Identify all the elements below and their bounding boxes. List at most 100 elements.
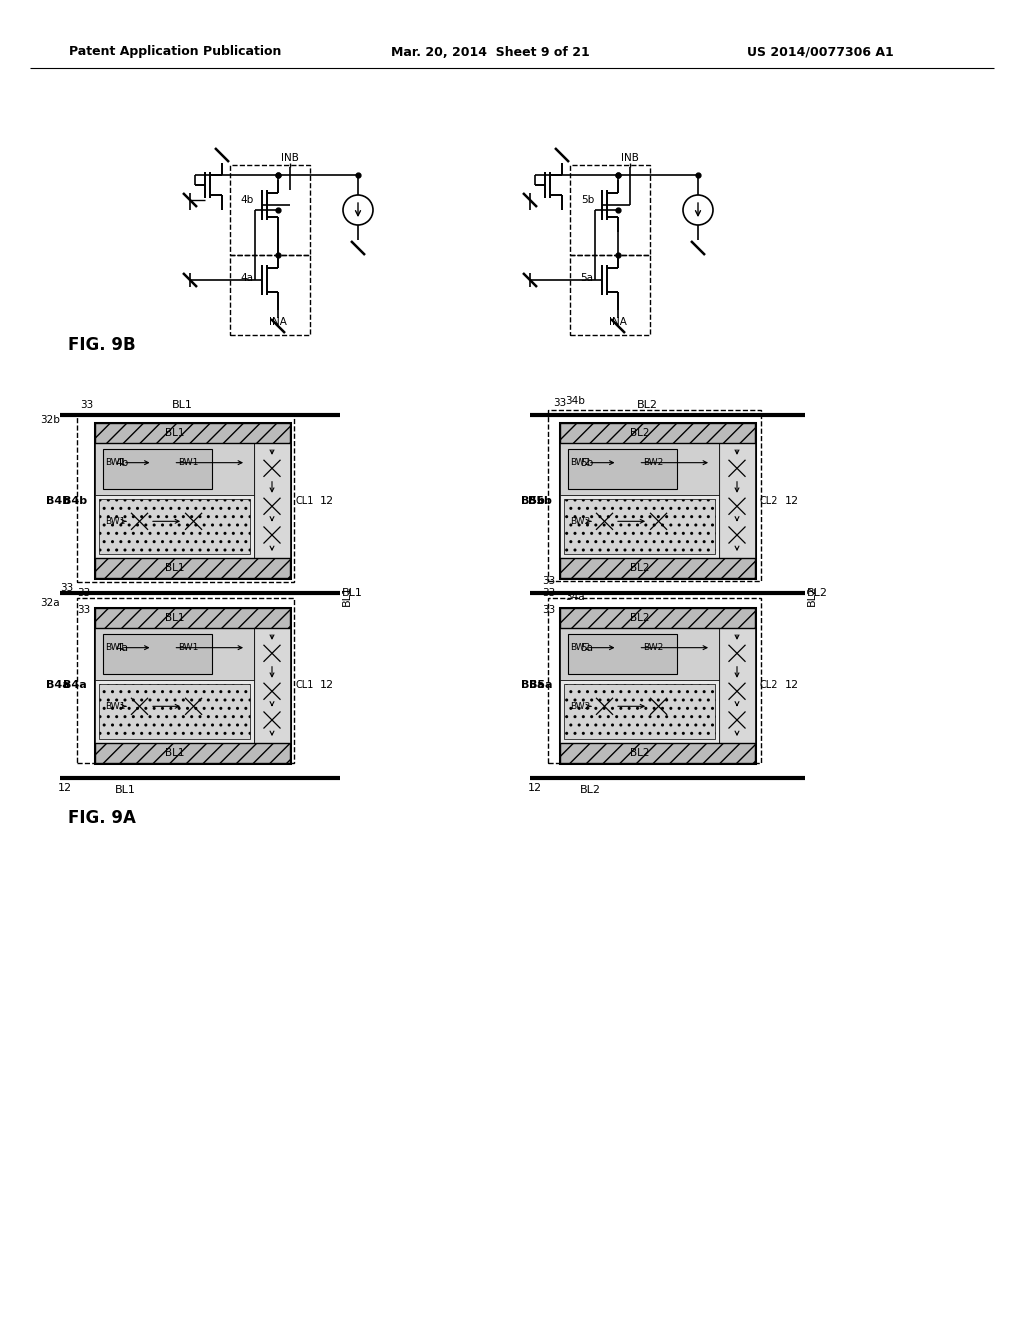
Bar [155, 643, 171, 659]
Text: 33: 33 [59, 583, 73, 593]
Text: CL1: CL1 [295, 495, 313, 506]
Bar [560, 444, 719, 495]
Bar [263, 459, 281, 477]
Bar [99, 684, 250, 739]
Bar [560, 628, 719, 743]
Text: FIG. 9A: FIG. 9A [68, 809, 136, 828]
Bar [155, 457, 171, 474]
Text: 12: 12 [319, 681, 334, 690]
Text: BW1: BW1 [105, 517, 125, 525]
Bar [564, 499, 715, 554]
Text: BW1: BW1 [105, 702, 125, 710]
Bar [719, 628, 755, 743]
Bar [103, 449, 212, 488]
Text: 5a: 5a [580, 643, 593, 653]
Text: BW1: BW1 [105, 458, 125, 467]
Bar [95, 495, 254, 558]
Text: INB: INB [281, 153, 299, 162]
Bar [620, 643, 637, 659]
Bar [548, 411, 761, 581]
Text: B5b: B5b [528, 495, 552, 506]
Text: BL2: BL2 [807, 586, 817, 606]
Bar [728, 644, 745, 661]
Bar [254, 444, 290, 558]
Text: BW1: BW1 [105, 643, 125, 652]
Text: 12: 12 [528, 783, 542, 793]
Text: CL2: CL2 [760, 681, 778, 690]
Text: BL1: BL1 [165, 428, 184, 438]
Text: BW2: BW2 [570, 517, 590, 525]
Bar [719, 444, 755, 558]
Bar [95, 444, 254, 558]
Bar [560, 680, 719, 743]
Bar [185, 512, 202, 529]
Text: BL2: BL2 [580, 785, 600, 795]
Text: 12: 12 [58, 783, 72, 793]
Bar [596, 698, 613, 715]
Text: 33: 33 [80, 400, 93, 411]
Bar [77, 414, 294, 582]
Bar [568, 634, 677, 673]
Bar [263, 682, 281, 700]
Bar [230, 165, 310, 255]
Bar [728, 498, 745, 515]
Text: CL2: CL2 [760, 495, 778, 506]
Text: Mar. 20, 2014  Sheet 9 of 21: Mar. 20, 2014 Sheet 9 of 21 [390, 45, 590, 58]
Text: 12: 12 [785, 495, 799, 506]
Text: BL2: BL2 [630, 748, 649, 758]
Bar [560, 422, 755, 444]
Text: 4b: 4b [241, 195, 254, 205]
Text: B4b: B4b [46, 495, 70, 506]
Text: 12: 12 [785, 681, 799, 690]
Text: 33: 33 [77, 587, 90, 598]
Text: 33: 33 [542, 605, 555, 615]
Text: 34b: 34b [565, 396, 585, 407]
Text: B4a: B4a [46, 681, 70, 690]
Text: 4a: 4a [115, 643, 128, 653]
Bar [650, 698, 667, 715]
Text: INA: INA [269, 317, 287, 327]
Text: BW1: BW1 [178, 643, 198, 652]
Text: BL1: BL1 [342, 586, 352, 606]
Bar [728, 711, 745, 729]
Text: BW2: BW2 [643, 458, 663, 467]
Text: B5a: B5a [521, 681, 545, 690]
Text: BL2: BL2 [807, 587, 828, 598]
Bar [95, 680, 254, 743]
Text: FIG. 9B: FIG. 9B [68, 337, 135, 354]
Bar [95, 444, 254, 495]
Bar [263, 711, 281, 729]
Bar [263, 498, 281, 515]
Text: B5a: B5a [528, 681, 552, 690]
Text: 33: 33 [542, 587, 555, 598]
Text: 34a: 34a [565, 591, 585, 602]
Text: 12: 12 [319, 495, 334, 506]
Bar [650, 512, 667, 529]
Text: BL1: BL1 [115, 785, 135, 795]
Text: BL1: BL1 [165, 612, 184, 623]
Bar [560, 609, 755, 763]
Text: BW2: BW2 [643, 643, 663, 652]
Bar [230, 255, 310, 335]
Bar [560, 743, 755, 763]
Bar [263, 644, 281, 661]
Text: CL1: CL1 [295, 681, 313, 690]
Bar [95, 609, 290, 763]
Bar [596, 512, 613, 529]
Bar [560, 444, 719, 558]
Text: 4a: 4a [240, 273, 253, 282]
Text: US 2014/0077306 A1: US 2014/0077306 A1 [746, 45, 893, 58]
Text: INA: INA [609, 317, 627, 327]
Text: 32a: 32a [40, 598, 60, 609]
Bar [560, 495, 719, 558]
Text: B5b: B5b [521, 495, 545, 506]
Bar [95, 422, 290, 444]
Bar [95, 558, 290, 578]
Text: 33: 33 [542, 576, 555, 586]
Bar [103, 634, 212, 673]
Bar [570, 255, 650, 335]
Bar [728, 459, 745, 477]
Bar [95, 743, 290, 763]
Text: BL2: BL2 [630, 612, 649, 623]
Bar [620, 457, 637, 474]
